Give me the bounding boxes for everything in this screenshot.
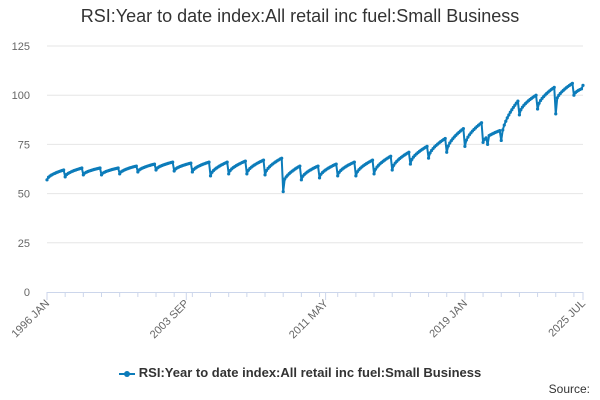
- data-point[interactable]: [537, 101, 541, 105]
- data-point[interactable]: [152, 162, 157, 166]
- data-point[interactable]: [116, 166, 120, 170]
- data-point[interactable]: [555, 96, 559, 100]
- data-point[interactable]: [507, 113, 511, 117]
- data-point[interactable]: [316, 164, 320, 168]
- data-point[interactable]: [519, 108, 523, 112]
- data-point[interactable]: [501, 128, 505, 132]
- data-point[interactable]: [572, 93, 576, 97]
- data-point[interactable]: [426, 156, 431, 160]
- data-point[interactable]: [498, 129, 502, 133]
- data-point[interactable]: [207, 160, 211, 164]
- data-point[interactable]: [408, 162, 412, 166]
- data-point[interactable]: [45, 178, 49, 182]
- data-point[interactable]: [227, 172, 231, 176]
- data-point[interactable]: [534, 93, 538, 97]
- data-point[interactable]: [98, 166, 102, 170]
- legend-marker-icon: [118, 370, 135, 378]
- series-line[interactable]: [46, 82, 584, 193]
- data-point[interactable]: [516, 99, 520, 103]
- data-point[interactable]: [448, 141, 452, 145]
- x-tick-label: 2003 SEP: [148, 298, 192, 342]
- data-point[interactable]: [63, 175, 67, 179]
- data-point[interactable]: [517, 113, 522, 117]
- data-point[interactable]: [298, 164, 302, 168]
- x-tick-label: 1996 JAN: [9, 298, 52, 341]
- y-tick-label: 75: [18, 139, 30, 151]
- data-point[interactable]: [428, 151, 432, 155]
- data-point[interactable]: [372, 172, 376, 176]
- data-point[interactable]: [171, 160, 175, 164]
- data-point[interactable]: [280, 156, 284, 160]
- y-tick-label: 50: [18, 189, 30, 201]
- data-point[interactable]: [579, 87, 584, 91]
- data-point[interactable]: [334, 162, 338, 166]
- data-point[interactable]: [261, 158, 266, 162]
- data-point[interactable]: [504, 119, 508, 123]
- data-point[interactable]: [463, 144, 467, 148]
- x-tick-label: 2019 JAN: [427, 298, 470, 341]
- y-axis-labels: 0 25 50 75 100 125: [12, 41, 30, 299]
- data-point[interactable]: [407, 150, 411, 154]
- data-point[interactable]: [461, 127, 465, 131]
- data-point[interactable]: [189, 161, 193, 165]
- data-point[interactable]: [80, 166, 84, 170]
- source-label: Source:: [548, 382, 590, 396]
- grid-lines: [47, 45, 583, 244]
- y-tick-label: 100: [12, 90, 30, 102]
- data-point[interactable]: [466, 135, 470, 139]
- series-layer: [45, 81, 585, 194]
- y-tick-label: 0: [24, 287, 30, 299]
- data-point[interactable]: [581, 83, 585, 87]
- data-point[interactable]: [62, 168, 66, 172]
- data-point[interactable]: [464, 138, 469, 142]
- data-point[interactable]: [443, 136, 447, 141]
- data-point[interactable]: [570, 81, 575, 85]
- data-point[interactable]: [499, 138, 503, 143]
- data-point[interactable]: [502, 123, 506, 127]
- x-tick-label: 2011 MAY: [287, 297, 331, 341]
- data-point[interactable]: [425, 144, 429, 148]
- data-point[interactable]: [317, 176, 322, 180]
- legend[interactable]: RSI:Year to date index:All retail inc fu…: [0, 365, 600, 380]
- data-point[interactable]: [554, 112, 558, 116]
- legend-label: RSI:Year to date index:All retail inc fu…: [138, 365, 482, 380]
- data-point[interactable]: [370, 158, 375, 162]
- data-point[interactable]: [479, 121, 484, 125]
- data-point[interactable]: [508, 110, 512, 114]
- data-point[interactable]: [352, 160, 356, 164]
- data-point[interactable]: [486, 142, 490, 146]
- chart-title: RSI:Year to date index:All retail inc fu…: [80, 6, 520, 26]
- data-point[interactable]: [445, 150, 449, 154]
- data-point[interactable]: [225, 160, 229, 164]
- data-point[interactable]: [134, 164, 138, 168]
- y-tick-label: 25: [18, 238, 30, 250]
- data-point[interactable]: [243, 159, 247, 163]
- data-point[interactable]: [390, 168, 394, 172]
- data-point[interactable]: [446, 144, 450, 148]
- y-tick-label: 125: [12, 41, 30, 53]
- data-point[interactable]: [552, 85, 556, 89]
- x-axis: 1996 JAN 2003 SEP 2011 MAY 2019 JAN 2025 JUL: [9, 292, 588, 341]
- data-point[interactable]: [281, 190, 285, 194]
- data-point[interactable]: [190, 170, 194, 174]
- x-tick-label: 2025 JUL: [546, 298, 588, 340]
- data-point[interactable]: [389, 154, 393, 158]
- data-point[interactable]: [336, 174, 340, 178]
- data-point[interactable]: [484, 136, 488, 140]
- data-point[interactable]: [299, 178, 303, 182]
- data-point[interactable]: [208, 174, 213, 178]
- data-point[interactable]: [354, 174, 358, 178]
- data-point[interactable]: [481, 140, 485, 145]
- data-point[interactable]: [263, 173, 267, 177]
- data-point[interactable]: [535, 107, 540, 111]
- data-point[interactable]: [505, 116, 509, 120]
- data-point[interactable]: [245, 172, 249, 176]
- data-point[interactable]: [510, 108, 514, 112]
